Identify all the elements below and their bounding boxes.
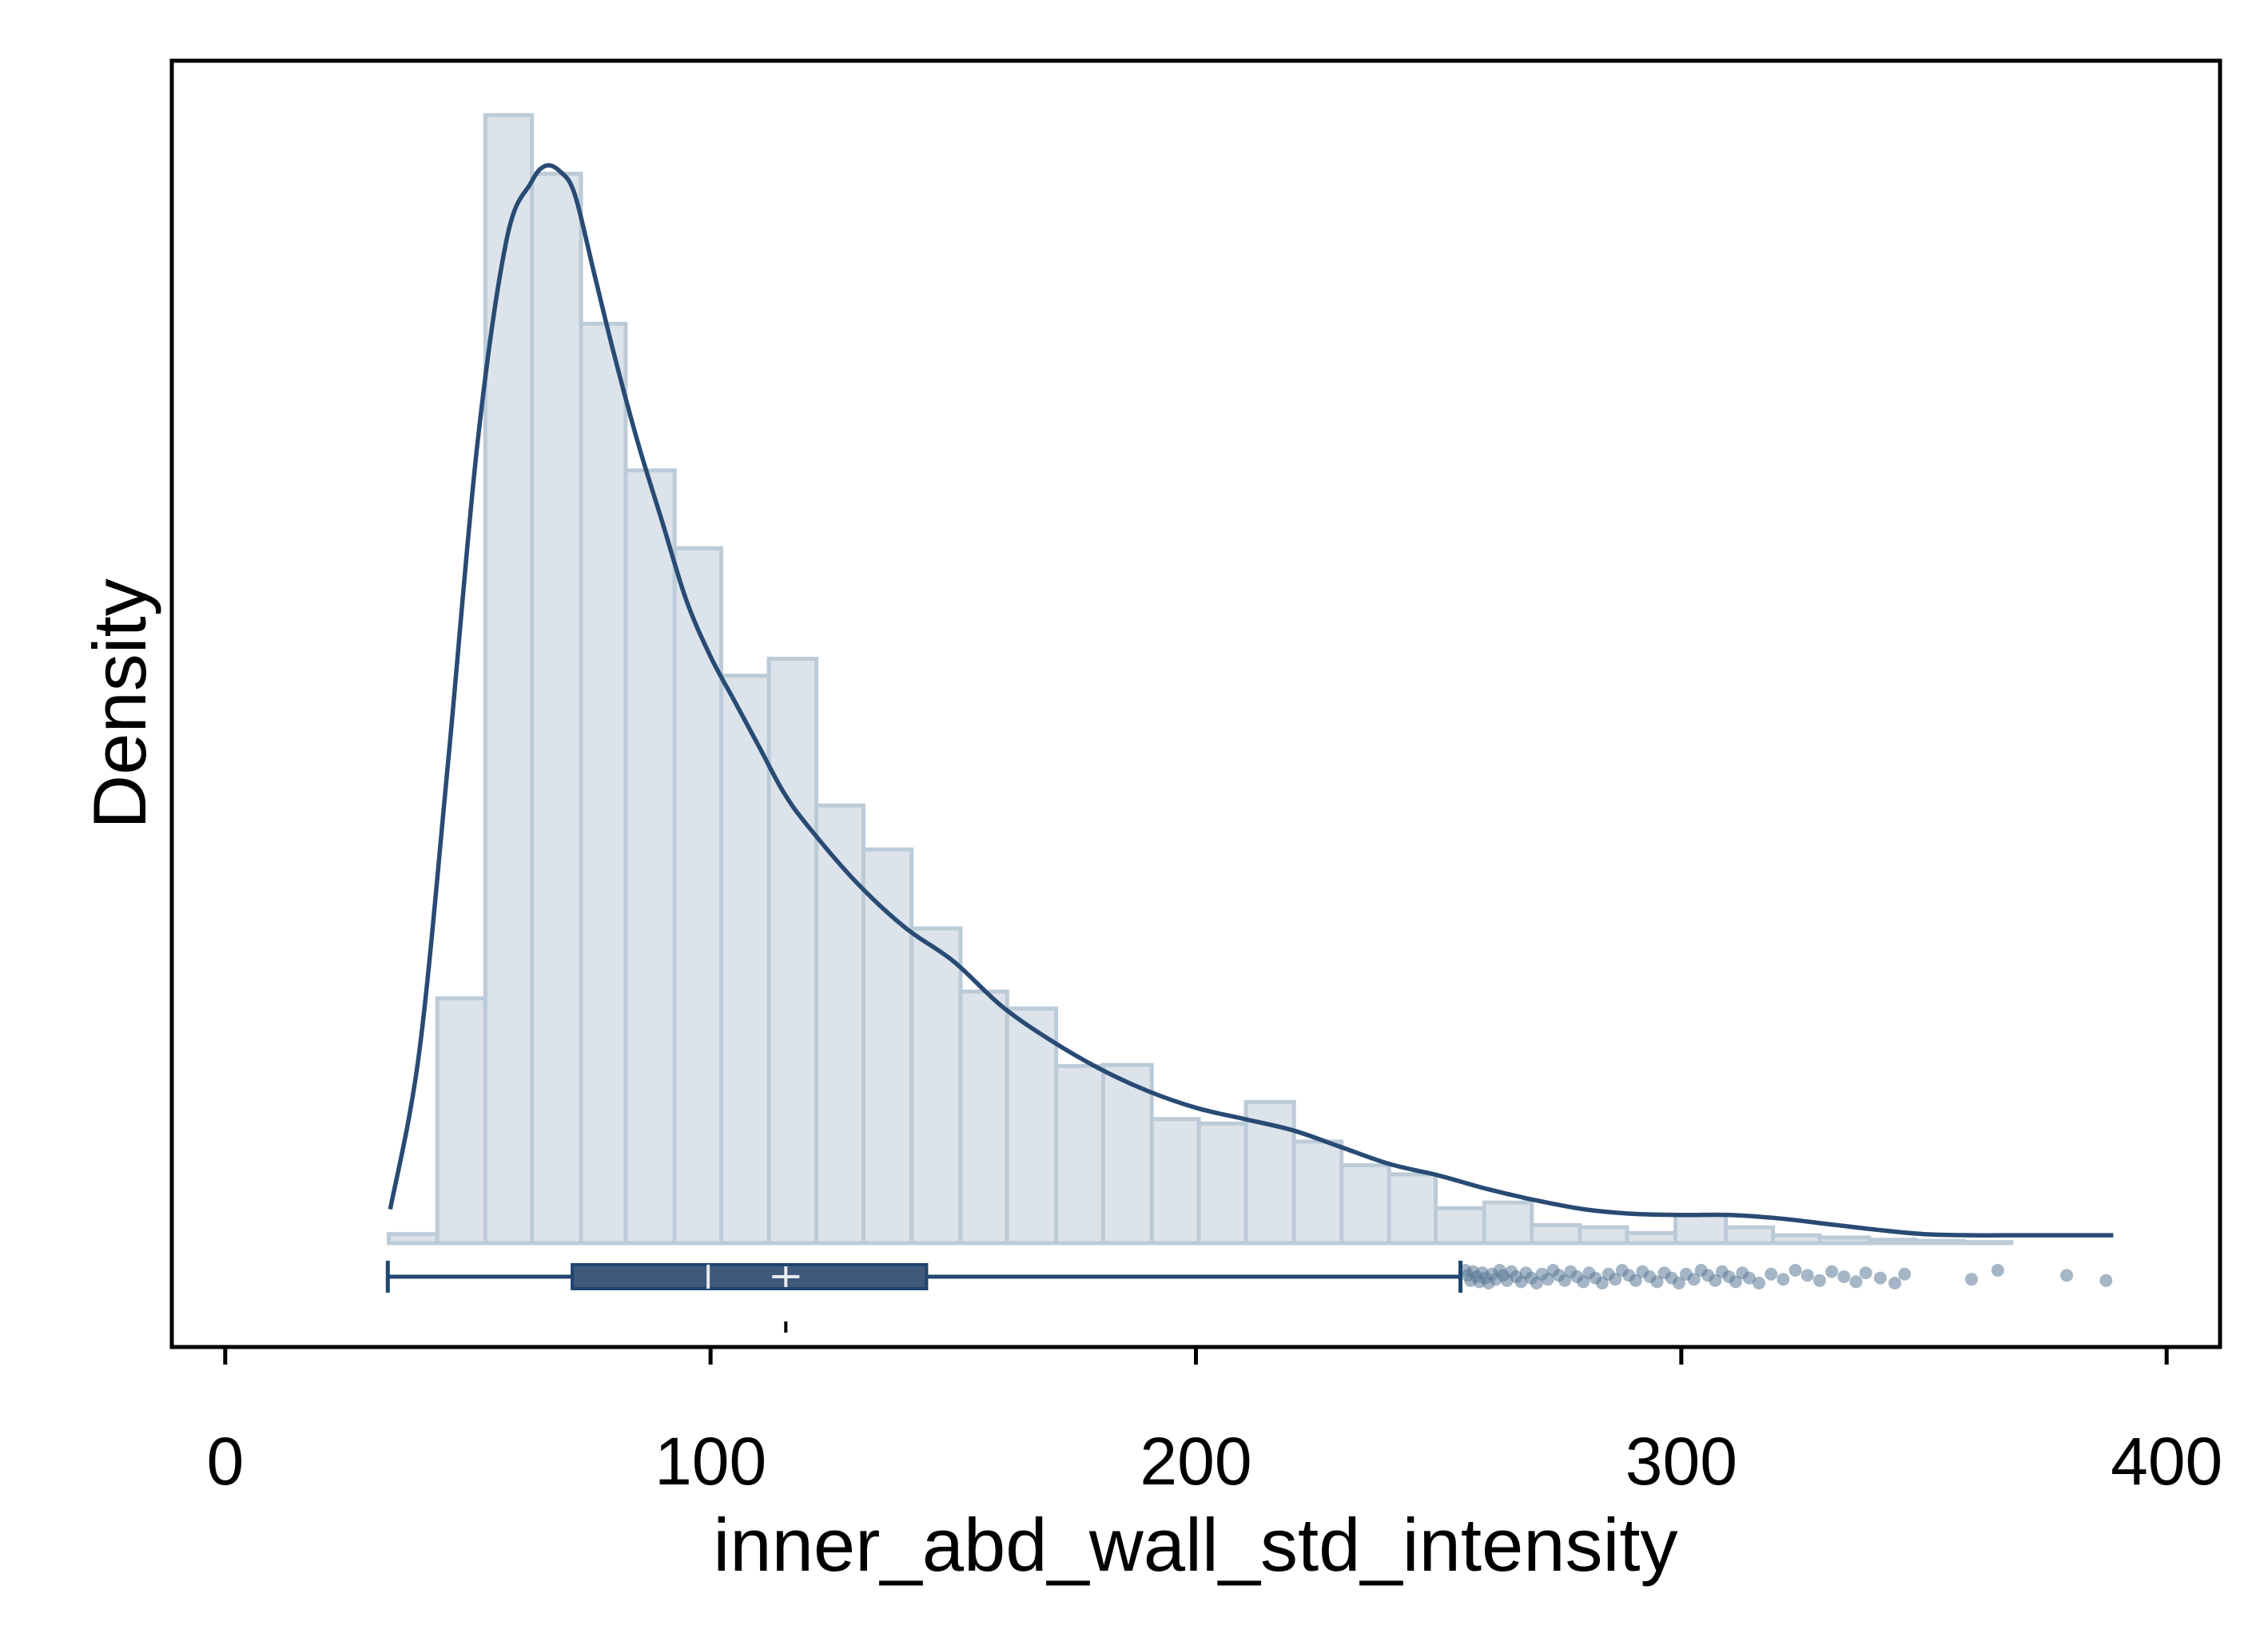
histogram-bar	[1149, 1117, 1201, 1246]
histogram-bar	[1291, 1139, 1344, 1246]
outlier-point	[1898, 1267, 1912, 1281]
outlier-point	[1650, 1275, 1664, 1289]
histogram-bar	[814, 803, 865, 1246]
histogram-bar	[1530, 1222, 1582, 1246]
histogram-bar	[1100, 1063, 1154, 1246]
histogram-bar	[1054, 1063, 1105, 1246]
outlier-point	[1629, 1274, 1642, 1287]
histogram-bar	[1673, 1213, 1729, 1246]
x-tick-label-100: 100	[655, 1424, 766, 1499]
histogram-bar	[861, 847, 914, 1246]
outlier-point	[1765, 1267, 1778, 1281]
outlier-point	[1595, 1277, 1609, 1289]
histogram-bar	[483, 113, 535, 1246]
outlier-point	[1873, 1271, 1887, 1285]
x-tick-label-400: 400	[2111, 1424, 2222, 1499]
histogram-bar	[1387, 1172, 1438, 1246]
histogram-bar	[672, 546, 724, 1246]
outlier-point	[1825, 1265, 1839, 1278]
x-tick-label-200: 200	[1140, 1424, 1251, 1499]
x-axis-label: inner_abd_wall_std_intensity	[713, 1503, 1677, 1587]
outlier-point	[1888, 1277, 1902, 1289]
histogram-bars	[386, 113, 2014, 1246]
histogram-bar	[1482, 1200, 1534, 1246]
histogram-bar	[530, 171, 583, 1246]
outlier-point	[1709, 1274, 1722, 1287]
histogram-bar	[579, 321, 628, 1246]
histogram-bar	[1961, 1240, 2014, 1246]
histogram-bar	[958, 989, 1009, 1246]
outlier-point	[1609, 1273, 1622, 1286]
histogram-bar	[766, 657, 819, 1246]
histogram-bar	[719, 674, 771, 1246]
outlier-point	[2060, 1269, 2074, 1282]
histogram-bar	[909, 926, 963, 1246]
histogram-bar	[1724, 1225, 1776, 1246]
outlier-point	[1800, 1269, 1814, 1282]
boxplot-group	[385, 1261, 2113, 1333]
outlier-point	[1859, 1266, 1872, 1280]
outlier-point	[1777, 1273, 1790, 1286]
outlier-point	[1789, 1264, 1802, 1277]
outlier-point	[1753, 1277, 1766, 1289]
histogram-bar	[1771, 1233, 1822, 1246]
x-tick-label-300: 300	[1625, 1424, 1737, 1499]
boxplot-box	[571, 1263, 929, 1290]
outlier-point	[1672, 1277, 1685, 1289]
histogram-bar	[1867, 1238, 1918, 1246]
histogram-bar	[1196, 1121, 1248, 1246]
outlier-point	[2099, 1274, 2113, 1287]
histogram-bar	[435, 996, 487, 1246]
y-axis-label: Density	[78, 578, 161, 828]
outlier-point	[1812, 1274, 1826, 1287]
x-tick-label-0: 0	[206, 1424, 244, 1499]
kde-curve-group	[388, 163, 2114, 1238]
histogram-bar	[386, 1232, 440, 1246]
outlier-point	[1965, 1273, 1979, 1286]
histogram-bar	[1578, 1225, 1629, 1246]
outlier-point	[1729, 1275, 1742, 1289]
outlier-point	[1742, 1271, 1756, 1285]
outlier-point	[1837, 1270, 1851, 1283]
histogram-bar	[623, 468, 677, 1246]
x-axis-ticks: 0 100 200 300 400	[206, 1347, 2222, 1499]
histogram-bar	[1005, 1006, 1059, 1246]
outlier-point	[1849, 1275, 1863, 1289]
histogram-bar	[1817, 1235, 1872, 1246]
outlier-point	[1991, 1264, 2004, 1277]
histogram-bar	[1913, 1238, 1966, 1246]
kde-curve	[388, 163, 2114, 1238]
histogram-bar	[1434, 1206, 1486, 1246]
outlier-point	[1687, 1273, 1701, 1286]
histogram-bar	[1339, 1163, 1391, 1246]
histogram-bar	[1625, 1230, 1678, 1246]
